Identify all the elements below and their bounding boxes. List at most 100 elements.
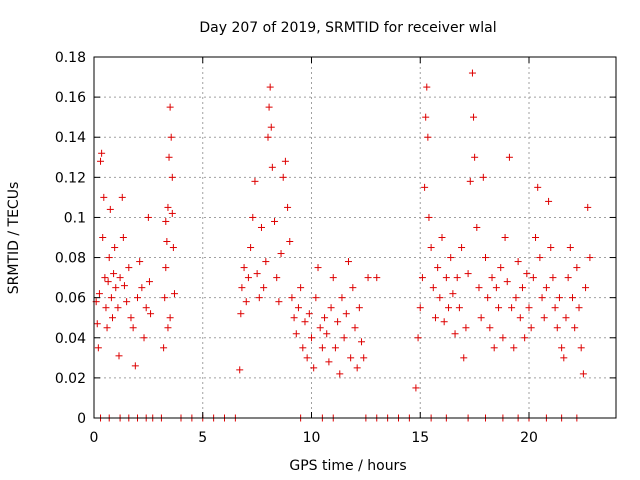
x-axis-label: GPS time / hours — [289, 458, 406, 474]
data-point — [562, 314, 570, 322]
data-point — [271, 217, 279, 225]
data-point — [325, 358, 333, 366]
data-point — [451, 330, 459, 338]
data-point — [125, 264, 133, 272]
data-point — [327, 304, 335, 312]
data-point — [249, 213, 257, 221]
data-point — [423, 83, 431, 91]
data-point — [492, 284, 500, 292]
data-point — [549, 274, 557, 282]
data-point — [527, 324, 535, 332]
y-tick-label: 0.18 — [55, 50, 86, 66]
y-tick-label: 0.08 — [55, 251, 86, 267]
data-point — [93, 320, 101, 328]
x-tick-label: 20 — [520, 430, 538, 446]
data-point — [503, 278, 511, 286]
data-point — [275, 298, 283, 306]
data-point — [349, 284, 357, 292]
data-point — [508, 304, 516, 312]
data-point — [321, 314, 329, 322]
data-point — [104, 278, 112, 286]
data-point — [147, 310, 155, 318]
data-point — [120, 282, 128, 290]
data-point — [547, 244, 555, 252]
data-point — [338, 294, 346, 302]
data-point — [534, 183, 542, 191]
data-point — [538, 294, 546, 302]
data-point — [358, 338, 366, 346]
data-point — [425, 213, 433, 221]
y-tick-label: 0.14 — [55, 130, 86, 146]
data-point — [449, 290, 457, 298]
y-tick-label: 0.12 — [55, 170, 86, 186]
data-point — [499, 334, 507, 342]
data-point — [290, 314, 298, 322]
data-points — [92, 69, 594, 422]
data-point — [253, 270, 261, 278]
data-point — [112, 284, 120, 292]
data-point — [431, 314, 439, 322]
data-point — [512, 294, 520, 302]
data-point — [571, 324, 579, 332]
data-point — [284, 203, 292, 211]
data-point — [160, 344, 168, 352]
data-point — [486, 324, 494, 332]
y-tick-label: 0.16 — [55, 90, 86, 106]
data-point — [553, 324, 561, 332]
data-point — [297, 284, 305, 292]
data-point — [292, 330, 300, 338]
data-point — [162, 264, 170, 272]
data-point — [242, 298, 250, 306]
data-point — [442, 274, 450, 282]
data-point — [438, 234, 446, 241]
data-point — [310, 364, 318, 372]
data-point — [373, 274, 381, 282]
data-point — [111, 244, 119, 252]
data-point — [238, 284, 246, 292]
data-point — [355, 304, 363, 312]
data-point — [510, 344, 518, 352]
data-point — [464, 270, 472, 278]
data-point — [505, 153, 513, 161]
data-point — [360, 354, 368, 362]
data-point — [294, 304, 302, 312]
data-point — [453, 274, 461, 282]
data-point — [414, 334, 422, 342]
data-point — [473, 223, 481, 231]
axes: 0 0.02 0.04 0.06 0.08 0.1 0.12 0.14 0.16 0.18 0 5 10… — [55, 50, 617, 446]
data-point — [490, 344, 498, 352]
data-point — [108, 314, 116, 322]
data-point — [479, 173, 487, 181]
data-point — [161, 294, 169, 302]
data-point — [468, 69, 476, 77]
data-point — [579, 370, 587, 378]
data-point — [115, 352, 123, 360]
data-point — [575, 304, 583, 312]
data-point — [165, 153, 173, 161]
data-point — [364, 274, 372, 282]
data-point — [584, 203, 592, 211]
data-point — [299, 344, 307, 352]
data-point — [488, 274, 496, 282]
data-point — [251, 177, 259, 185]
data-point — [265, 103, 273, 111]
data-point — [418, 274, 426, 282]
data-point — [455, 304, 463, 312]
data-point — [466, 177, 474, 185]
data-point — [110, 270, 118, 278]
data-point — [351, 324, 359, 332]
data-point — [331, 344, 339, 352]
data-point — [103, 324, 111, 332]
data-point — [118, 193, 126, 201]
data-point — [482, 254, 489, 262]
data-point — [564, 274, 572, 282]
data-point — [166, 314, 174, 322]
data-point — [429, 284, 437, 292]
data-point — [142, 304, 150, 312]
data-point — [558, 344, 566, 352]
data-point — [434, 264, 442, 272]
data-point — [119, 234, 127, 241]
data-point — [303, 354, 311, 362]
y-tick-label: 0 — [77, 411, 86, 427]
data-point — [136, 258, 144, 266]
